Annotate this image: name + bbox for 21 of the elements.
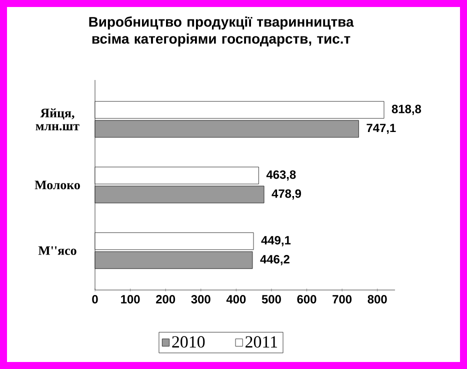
x-tick-label: 700: [332, 295, 352, 304]
x-tick-label: 100: [121, 295, 140, 304]
data-label: 478,9: [272, 189, 302, 200]
legend-label: 2010: [172, 336, 205, 348]
y-tick-label: М''ясо: [38, 246, 76, 255]
data-label: 818,8: [392, 104, 422, 115]
y-tick-label: Молоко: [34, 180, 80, 190]
x-tick-label: 400: [226, 295, 246, 304]
x-tick-label: 800: [368, 295, 387, 304]
y-tick-label: Яйця, млн.шт: [36, 108, 80, 130]
x-tick-label: 0: [92, 295, 98, 304]
x-tick-label: 300: [191, 295, 210, 304]
x-tick-label: 500: [262, 295, 281, 304]
data-label: 446,2: [260, 255, 290, 266]
legend-label: 2011: [246, 336, 278, 348]
x-tick-label: 600: [297, 295, 316, 304]
data-label: 463,8: [266, 170, 296, 181]
chart-title: Виробництво продукції тваринництва всіма категоріями господарств, тис.т: [89, 16, 354, 46]
data-label: 449,1: [261, 236, 291, 246]
x-tick-label: 200: [156, 295, 176, 304]
data-label: 747,1: [366, 124, 396, 134]
